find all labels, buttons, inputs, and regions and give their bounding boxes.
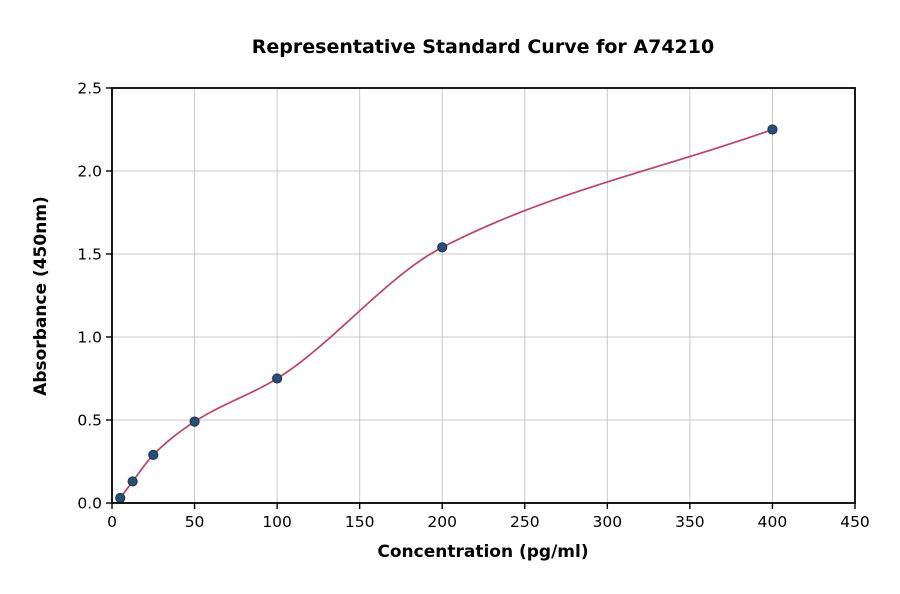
y-tick-label: 2.0 <box>77 163 102 181</box>
data-point <box>437 242 448 253</box>
fit-curve-path <box>119 128 773 499</box>
data-point <box>115 492 126 504</box>
y-tick-label: 0.0 <box>77 495 102 513</box>
plot-border <box>111 87 856 504</box>
x-tick-label: 450 <box>840 513 870 531</box>
data-point <box>767 124 778 135</box>
x-tick-label: 200 <box>427 513 457 531</box>
y-tick-label: 2.5 <box>77 80 102 98</box>
chart-title: Representative Standard Curve for A74210 <box>252 36 714 58</box>
y-tick-label: 0.5 <box>77 412 102 430</box>
x-tick-label: 250 <box>510 513 540 531</box>
x-tick-label: 100 <box>262 513 292 531</box>
x-tick-label: 350 <box>675 513 705 531</box>
x-tick-label: 0 <box>107 513 117 531</box>
x-axis-label: Concentration (pg/ml) <box>377 542 588 562</box>
axes: 0 50 100 150 200 250 300 350 400 450 0.0 0.5 1.0 1.5 2… <box>77 80 869 532</box>
data-point <box>272 373 283 384</box>
y-tick-label: 1.0 <box>77 329 102 347</box>
grid-lines <box>112 87 856 503</box>
y-tick-label: 1.5 <box>77 246 102 264</box>
data-point <box>148 449 159 460</box>
x-tick-label: 50 <box>185 513 205 531</box>
chart-data-layer <box>115 124 778 504</box>
data-point <box>189 416 200 427</box>
y-axis-label: Absorbance (450nm) <box>31 196 51 396</box>
x-tick-label: 300 <box>593 513 623 531</box>
x-tick-label: 150 <box>345 513 375 531</box>
data-point <box>127 476 138 487</box>
x-tick-label: 400 <box>758 513 788 531</box>
